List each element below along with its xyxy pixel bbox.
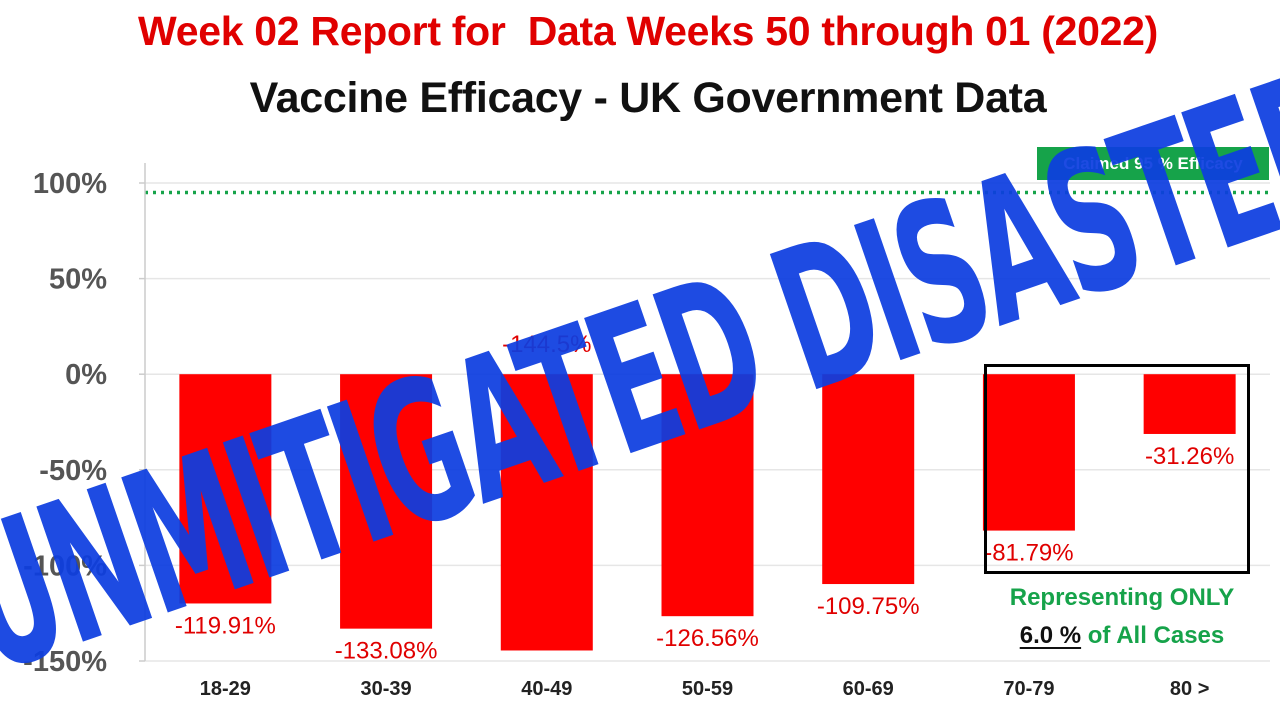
x-tick-label: 18-29 (200, 678, 251, 700)
bar (500, 374, 593, 651)
y-axis: 100% 50% 0% -50% -100% -150% (23, 163, 146, 678)
chart-title: Week 02 Report for Data Weeks 50 through… (138, 8, 1158, 54)
claimed-efficacy-badge: Claimed 95 % Efficacy (1037, 147, 1269, 180)
bar (179, 374, 272, 604)
bar-value-label: -144.5% (502, 331, 591, 358)
bar-value-label: -109.75% (817, 593, 920, 620)
callout-text: Representing ONLY (1009, 584, 1235, 611)
y-tick-label: -100% (23, 550, 107, 582)
callout-box (984, 364, 1250, 574)
y-tick-label: 50% (49, 264, 107, 296)
x-tick-label: 30-39 (360, 678, 411, 700)
bar (822, 374, 915, 585)
x-tick-label: 50-59 (682, 678, 733, 700)
bar-value-label: -31.26% (1145, 443, 1234, 470)
callout-suffix: of All Cases (1087, 622, 1225, 649)
callout-percent: 6.0 % (1019, 622, 1082, 649)
y-tick-label: -50% (39, 455, 107, 487)
y-tick-label: -150% (23, 646, 107, 678)
callout-share: 6.0 % of All Cases (980, 622, 1264, 650)
x-tick-label: 80 > (1170, 678, 1209, 700)
bar-value-label: -126.56% (656, 625, 759, 652)
x-tick-label: 70-79 (1003, 678, 1054, 700)
bar-value-labels: -119.91% -133.08% -144.5% -126.56% -109.75% -… (175, 331, 1234, 664)
bar-value-label: -119.91% (175, 612, 276, 639)
bar-value-label: -81.79% (984, 540, 1073, 567)
y-tick-label: 0% (65, 359, 107, 391)
bar (661, 374, 754, 617)
bar-value-label: -133.08% (335, 638, 438, 665)
x-tick-label: 40-49 (521, 678, 572, 700)
bar (340, 374, 433, 629)
bar (982, 374, 1075, 531)
chart-subtitle: Vaccine Efficacy - UK Government Data (249, 74, 1047, 122)
bars (179, 374, 1236, 651)
bar (1143, 374, 1236, 434)
x-axis: 18-29 30-39 40-49 50-59 60-69 70-79 80 > (200, 678, 1210, 700)
x-tick-label: 60-69 (843, 678, 894, 700)
y-tick-label: 100% (33, 168, 107, 200)
